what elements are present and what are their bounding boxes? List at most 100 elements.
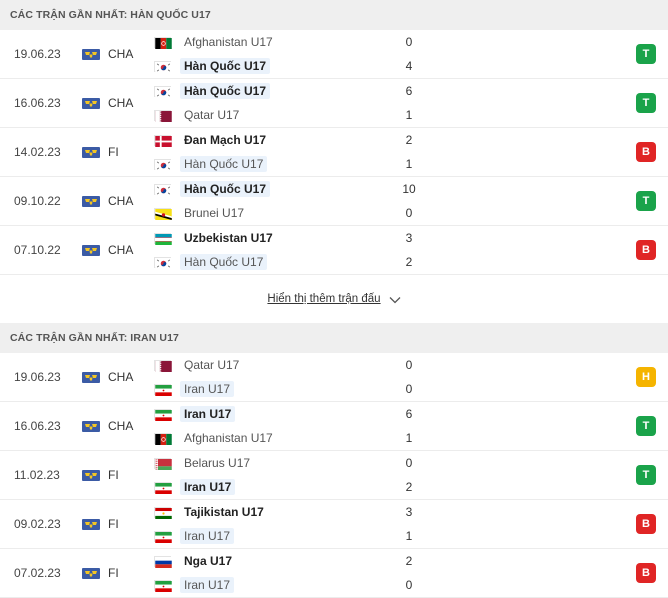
home-team-name: Hàn Quốc U17 (180, 83, 271, 99)
league-code: CHA (108, 194, 134, 208)
home-team: Tajikistan U17 (154, 500, 354, 524)
result-badge: B (636, 514, 656, 534)
home-team: Hàn Quốc U17 (154, 177, 354, 201)
belarus-flag-icon (154, 457, 172, 470)
match-row[interactable]: 09.10.22 CHA Hàn Quốc U17 Brunei U17 10 0 T (0, 177, 668, 226)
away-team: Hàn Quốc U17 (154, 54, 354, 78)
home-team: Afghanistan U17 (154, 30, 354, 54)
qatar-flag-icon (154, 359, 172, 372)
competition-icon (82, 195, 100, 207)
league-cell: FI (82, 517, 154, 531)
chevron-down-icon[interactable] (389, 295, 401, 304)
match-date: 09.10.22 (14, 194, 61, 208)
match-row[interactable]: 07.02.23 FI Nga U17 Iran U17 2 0 B (0, 549, 668, 598)
competition-icon (82, 146, 100, 158)
away-team: Iran U17 (154, 377, 354, 401)
home-team: Qatar U17 (154, 353, 354, 377)
home-team: Nga U17 (154, 549, 354, 573)
competition-icon (82, 371, 100, 383)
away-score: 1 (405, 529, 413, 543)
match-row[interactable]: 09.02.23 FI Tajikistan U17 Iran U17 3 1 B (0, 500, 668, 549)
away-score: 4 (405, 59, 413, 73)
match-date: 07.02.23 (14, 566, 61, 580)
home-team-name: Uzbekistan U17 (184, 231, 273, 245)
league-code: FI (108, 145, 119, 159)
match-date: 16.06.23 (14, 96, 61, 110)
teams: Belarus U17 Iran U17 (154, 451, 354, 499)
league-cell: CHA (82, 419, 154, 433)
home-score: 2 (405, 133, 413, 147)
result-badge: T (636, 93, 656, 113)
home-score: 10 (402, 182, 416, 196)
league-code: CHA (108, 96, 134, 110)
league-cell: CHA (82, 194, 154, 208)
away-score: 1 (405, 108, 413, 122)
home-team-name: Hàn Quốc U17 (180, 181, 271, 197)
teams: Qatar U17 Iran U17 (154, 353, 354, 401)
league-cell: CHA (82, 370, 154, 384)
result-badge: T (636, 191, 656, 211)
teams: Nga U17 Iran U17 (154, 549, 354, 597)
result-badge: T (636, 416, 656, 436)
match-row[interactable]: 16.06.23 CHA Iran U17 Afghanistan U17 6 1 T (0, 402, 668, 451)
home-score: 2 (405, 554, 413, 568)
south-korea-flag-icon (154, 85, 172, 98)
home-team-name: Afghanistan U17 (184, 35, 273, 49)
iran-flag-icon (154, 530, 172, 543)
match-date: 19.06.23 (14, 370, 61, 384)
match-date: 19.06.23 (14, 47, 61, 61)
home-team: Uzbekistan U17 (154, 226, 354, 250)
home-score: 3 (405, 505, 413, 519)
home-team-name: Belarus U17 (184, 456, 251, 470)
match-row[interactable]: 07.10.22 CHA Uzbekistan U17 Hàn Quốc U17 3 2 B (0, 226, 668, 275)
match-row[interactable]: 19.06.23 CHA Afghanistan U17 Hàn Quốc U17 0 4… (0, 30, 668, 79)
scores: 10 0 (354, 177, 464, 225)
recent-matches-section: CÁC TRẬN GẦN NHẤT: HÀN QUỐC U17 19.06.23 C… (0, 0, 668, 323)
match-row[interactable]: 19.06.23 CHA Qatar U17 Iran U17 0 0 H (0, 353, 668, 402)
home-team-name: Qatar U17 (184, 358, 240, 372)
away-team-name: Iran U17 (180, 528, 235, 544)
home-score: 0 (405, 456, 413, 470)
league-code: CHA (108, 47, 134, 61)
league-code: CHA (108, 419, 134, 433)
teams: Iran U17 Afghanistan U17 (154, 402, 354, 450)
iran-flag-icon (154, 579, 172, 592)
match-row[interactable]: 14.02.23 FI Đan Mạch U17 Hàn Quốc U17 2 1 B (0, 128, 668, 177)
away-team: Iran U17 (154, 573, 354, 597)
afghanistan-flag-icon (154, 432, 172, 445)
away-team-name: Iran U17 (180, 577, 235, 593)
home-score: 0 (405, 358, 413, 372)
home-score: 6 (405, 84, 413, 98)
league-code: CHA (108, 370, 134, 384)
russia-flag-icon (154, 555, 172, 568)
home-team: Belarus U17 (154, 451, 354, 475)
afghanistan-flag-icon (154, 36, 172, 49)
match-date: 14.02.23 (14, 145, 61, 159)
away-team-name: Hàn Quốc U17 (180, 156, 268, 172)
show-more-matches[interactable]: Hiển thị thêm trận đấu (0, 275, 668, 323)
competition-icon (82, 567, 100, 579)
result-badge: B (636, 240, 656, 260)
result-badge: T (636, 44, 656, 64)
home-team-name: Tajikistan U17 (184, 505, 264, 519)
away-score: 0 (405, 206, 413, 220)
teams: Tajikistan U17 Iran U17 (154, 500, 354, 548)
south-korea-flag-icon (154, 60, 172, 73)
home-score: 0 (405, 35, 413, 49)
league-cell: FI (82, 468, 154, 482)
league-cell: CHA (82, 47, 154, 61)
away-score: 0 (405, 382, 413, 396)
brunei-flag-icon (154, 207, 172, 220)
match-row[interactable]: 16.06.23 CHA Hàn Quốc U17 Qatar U17 6 1 T (0, 79, 668, 128)
league-code: FI (108, 517, 119, 531)
match-date: 16.06.23 (14, 419, 61, 433)
match-row[interactable]: 11.02.23 FI Belarus U17 Iran U17 0 2 T (0, 451, 668, 500)
away-team: Qatar U17 (154, 103, 354, 127)
show-more-link[interactable]: Hiển thị thêm trận đấu (267, 293, 381, 305)
home-team: Iran U17 (154, 402, 354, 426)
